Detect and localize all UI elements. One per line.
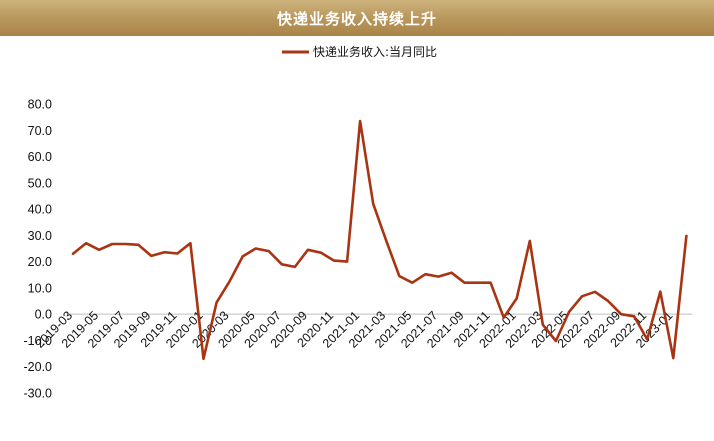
series-line — [71, 119, 688, 361]
y-tick-label: -10.0 — [24, 334, 53, 348]
title-bar: 快递业务收入持续上升 — [0, 0, 714, 36]
chart-title: 快递业务收入持续上升 — [276, 9, 437, 28]
legend-label: 快递业务收入:当月同比 — [313, 44, 437, 59]
y-tick-label: 70.0 — [28, 124, 52, 138]
y-tick-label: -20.0 — [24, 360, 53, 374]
y-axis: 80.0 70.0 60.0 50.0 40.0 30.0 20.0 10.0 0.0 -10.0… — [24, 98, 53, 401]
legend: 快递业务收入:当月同比 — [282, 44, 437, 59]
y-tick-label: 10.0 — [28, 281, 52, 295]
y-tick-label: 30.0 — [28, 229, 52, 243]
series-layer — [71, 119, 688, 361]
y-tick-label: -30.0 — [24, 387, 53, 401]
line-chart: 快递业务收入:当月同比 80.0 70.0 60.0 50.0 40.0 30.0 20.0… — [24, 44, 693, 401]
y-tick-label: 60.0 — [28, 150, 52, 164]
y-tick-label: 20.0 — [28, 255, 52, 269]
y-tick-label: 40.0 — [28, 203, 52, 217]
y-tick-label: 80.0 — [28, 98, 52, 112]
y-tick-label: 50.0 — [28, 176, 52, 190]
y-tick-label: 0.0 — [35, 308, 52, 322]
x-axis: 2019-032019-052019-072019-092019-112020-… — [33, 308, 693, 351]
